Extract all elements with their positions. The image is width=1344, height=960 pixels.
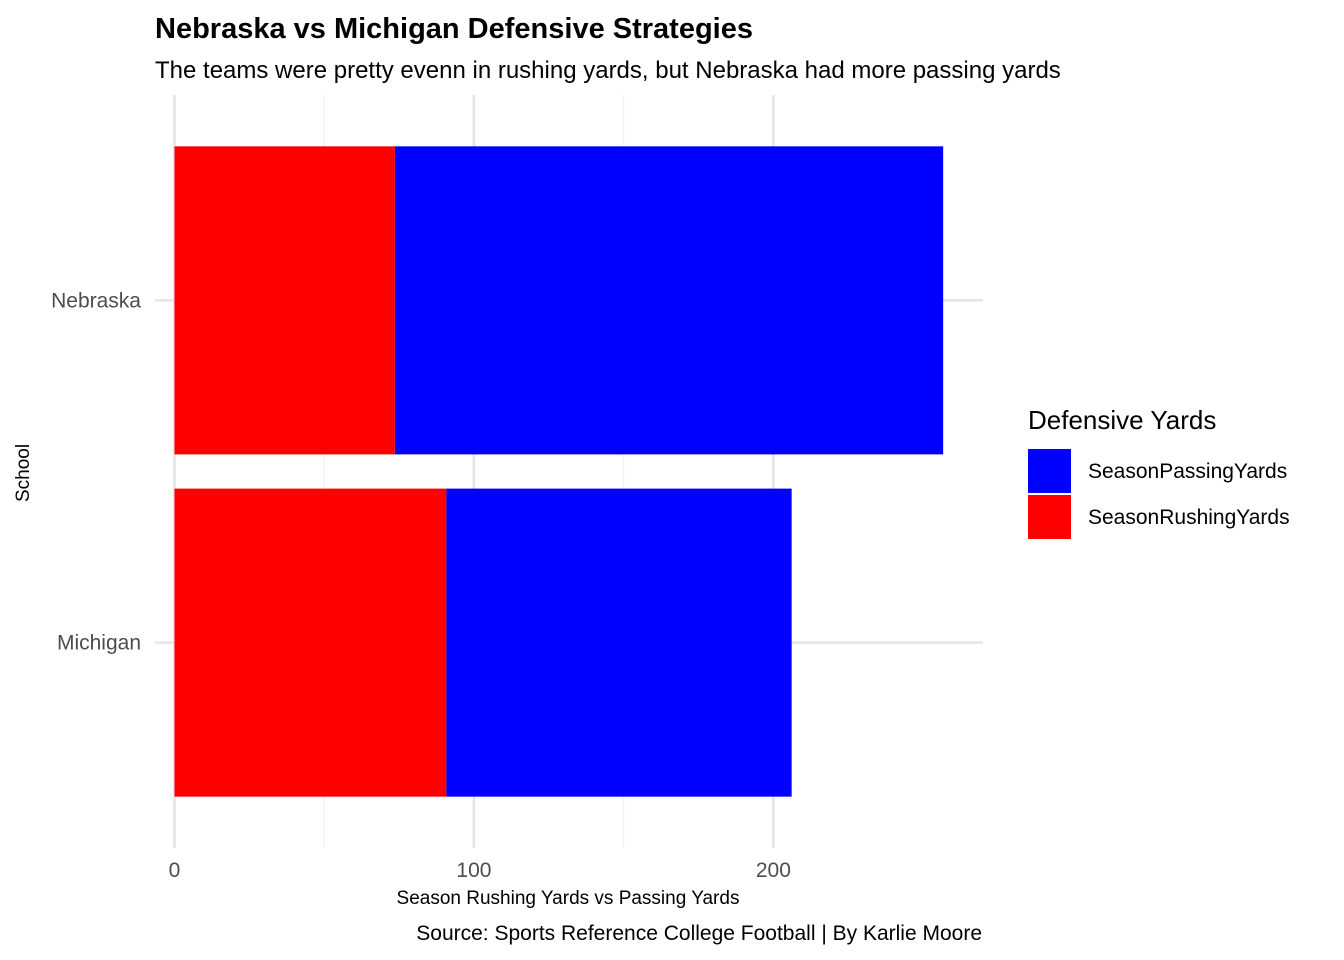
plot-panel bbox=[155, 95, 983, 848]
legend-swatch-seasonrushingyards bbox=[1028, 495, 1071, 539]
legend: Defensive Yards SeasonPassingYardsSeason… bbox=[1028, 405, 1290, 539]
y-axis-title: School bbox=[13, 444, 34, 502]
y-tick-label: Michigan bbox=[57, 632, 141, 655]
y-axis-tick-labels: Nebraska Michigan bbox=[51, 289, 141, 654]
x-axis-title: Season Rushing Yards vs Passing Yards bbox=[397, 888, 740, 909]
bar-michigan-seasonrushingyards bbox=[174, 488, 447, 797]
chart-subtitle: The teams were pretty evenn in rushing y… bbox=[155, 57, 1061, 84]
legend-label-seasonpassingyards: SeasonPassingYards bbox=[1088, 460, 1287, 483]
x-tick-label: 0 bbox=[169, 859, 181, 882]
legend-title: Defensive Yards bbox=[1028, 405, 1216, 435]
chart-title: Nebraska vs Michigan Defensive Strategie… bbox=[155, 13, 753, 45]
bar-nebraska-seasonrushingyards bbox=[174, 146, 395, 455]
chart-caption: Source: Sports Reference College Footbal… bbox=[416, 922, 982, 945]
bars bbox=[174, 146, 944, 797]
x-axis-tick-labels: 0 100 200 bbox=[169, 859, 791, 882]
bar-nebraska-seasonpassingyards bbox=[394, 146, 944, 455]
legend-swatch-seasonpassingyards bbox=[1028, 449, 1071, 493]
x-tick-label: 100 bbox=[456, 859, 491, 882]
y-tick-label: Nebraska bbox=[51, 289, 141, 312]
legend-label-seasonrushingyards: SeasonRushingYards bbox=[1088, 506, 1290, 529]
x-tick-label: 200 bbox=[756, 859, 791, 882]
legend-items: SeasonPassingYards SeasonRushingYards bbox=[1028, 449, 1290, 539]
bar-michigan-seasonpassingyards bbox=[446, 488, 792, 797]
